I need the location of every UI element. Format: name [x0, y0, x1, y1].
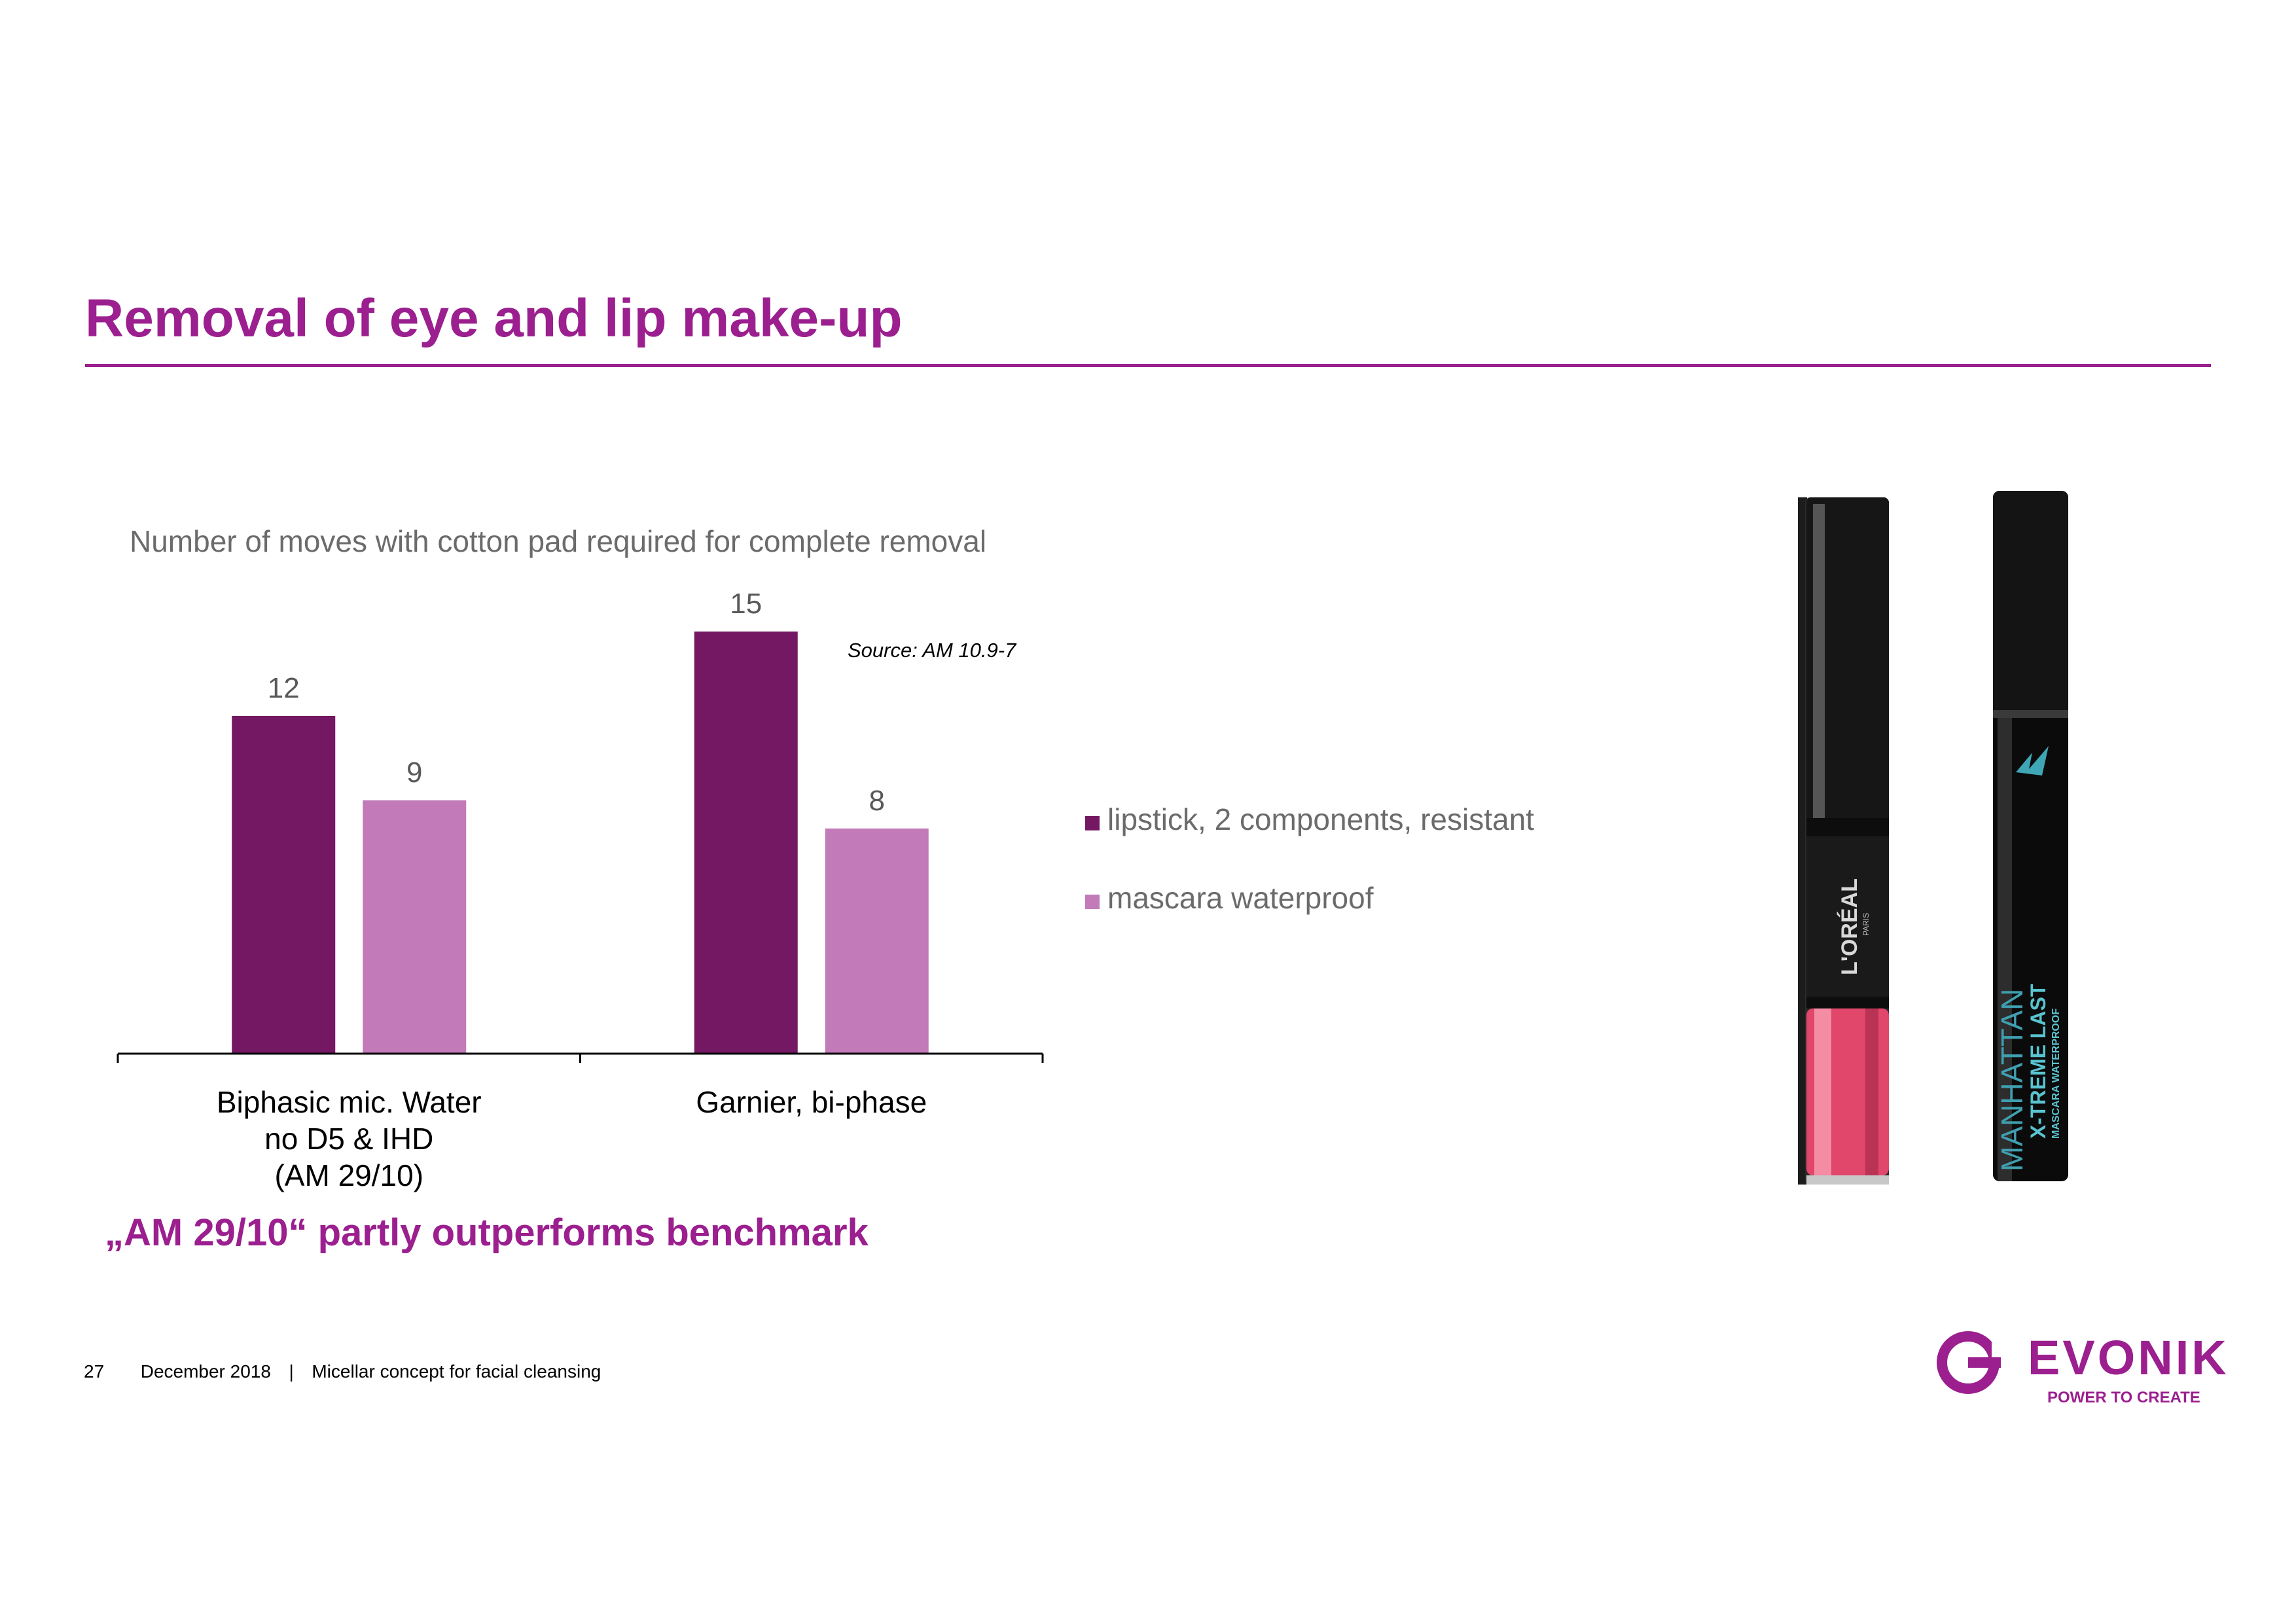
logo-tagline: POWER TO CREATE — [2047, 1389, 2200, 1406]
footer-separator: | — [289, 1361, 294, 1382]
bar-mascara-cat1 — [363, 800, 467, 1054]
logo-wordmark: EVONIK — [2028, 1330, 2229, 1385]
data-label-mascara-cat2: 8 — [869, 785, 885, 817]
lipstick-sub-text: PARIS — [1861, 913, 1871, 936]
legend-swatch-mascara — [1085, 895, 1100, 909]
footer: 27 December 2018 | Micellar concept for … — [84, 1361, 601, 1382]
category-label-1: Biphasic mic. Water no D5 & IHD (AM 29/10) — [217, 1085, 482, 1192]
evonik-logo: EVONIK POWER TO CREATE — [1934, 1329, 2227, 1407]
legend-swatch-lipstick — [1085, 816, 1100, 830]
data-label-lipstick-cat1: 12 — [268, 672, 300, 704]
data-label-lipstick-cat2: 15 — [730, 588, 762, 620]
legend-label-mascara: mascara waterproof — [1107, 881, 1374, 915]
conclusion-text: „AM 29/10“ partly outperforms benchmark — [105, 1211, 869, 1254]
bar-chart: 12 9 Biphasic mic. Water no D5 & IHD (AM 29/… — [117, 588, 1044, 1192]
data-label-mascara-cat1: 9 — [406, 757, 422, 789]
footer-topic: Micellar concept for facial cleansing — [312, 1361, 601, 1382]
source-annotation: Source: AM 10.9-7 — [848, 639, 1016, 662]
legend-label-lipstick: lipstick, 2 components, resistant — [1107, 802, 1534, 836]
page-number: 27 — [84, 1361, 105, 1382]
title-divider — [85, 364, 2211, 367]
chart-title: Number of moves with cotton pad required… — [130, 524, 987, 558]
bar-lipstick-cat2 — [694, 632, 798, 1054]
bar-mascara-cat2 — [825, 829, 929, 1054]
footer-date: December 2018 — [140, 1361, 271, 1382]
mascara-sub-text: MASCARA WATERPROOF — [2051, 1008, 2062, 1139]
bar-lipstick-cat1 — [232, 716, 336, 1054]
mascara-brand-text: MANHATTAN — [1995, 989, 2029, 1171]
evonik-logo-icon — [1937, 1331, 2011, 1394]
category-label-2: Garnier, bi-phase — [696, 1085, 927, 1119]
lipstick-brand-text: L'ORÉAL — [1837, 878, 1862, 975]
lipstick-and-mascara-product-photo: L'ORÉAL PARIS MANHATTAN X-TREME LAST MAS… — [1798, 491, 2068, 1185]
page-title: Removal of eye and lip make-up — [85, 289, 903, 348]
mascara-product-text: X-TREME LAST — [2026, 984, 2050, 1139]
